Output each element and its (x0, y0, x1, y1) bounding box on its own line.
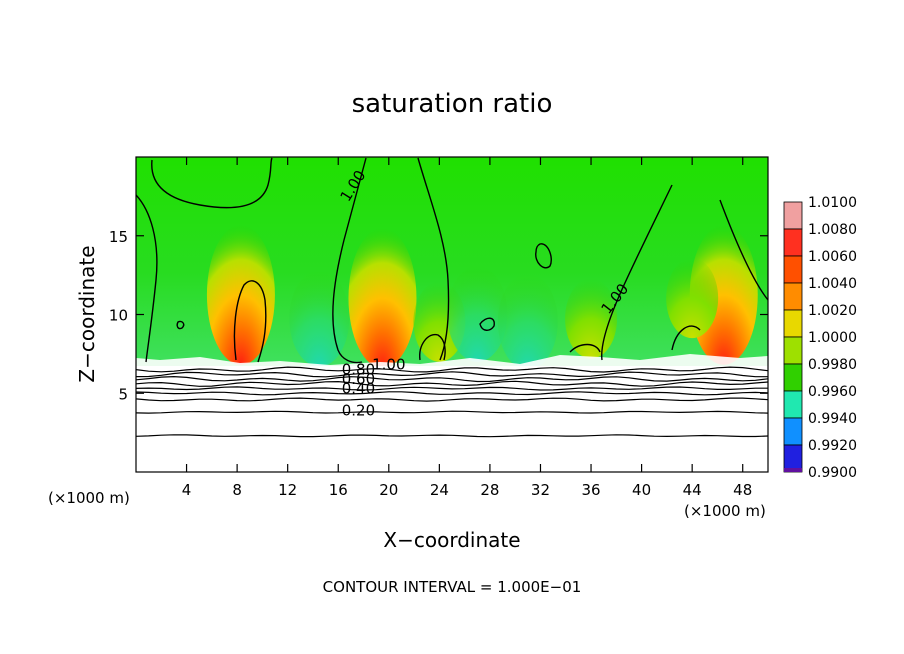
x-unit-left: (×1000 m) (48, 489, 130, 507)
colorbar-label: 0.9980 (808, 357, 857, 373)
layer-contour-8 (136, 434, 768, 438)
layer-contour-3 (136, 380, 768, 387)
colorbar-label: 0.9920 (808, 438, 857, 454)
colorbar-swatch (783, 417, 803, 446)
layer-contour-6 (136, 397, 768, 402)
x-unit-right: (×1000 m) (684, 502, 766, 520)
x-tick-label: 8 (232, 481, 242, 499)
layer-contour-1 (136, 371, 768, 378)
y-tick-label: 15 (109, 228, 128, 246)
colorbar-swatch (783, 390, 803, 419)
colorbar-swatch (783, 363, 803, 392)
layer-contour-2 (136, 375, 768, 383)
hotspot-layer (206, 224, 758, 369)
contour-label: 0.80 (342, 360, 375, 378)
contour-label: 0.60 (342, 370, 375, 388)
subsaturated-region (136, 366, 768, 472)
y-tick-label: 5 (118, 385, 128, 403)
layer-contour-0 (136, 366, 768, 373)
x-tick-label: 24 (430, 481, 449, 499)
chart-title: saturation ratio (352, 89, 553, 119)
colorbar-swatch (783, 309, 803, 338)
colorbar-label: 1.0040 (808, 276, 857, 292)
colorbar-label: 1.0020 (808, 303, 857, 319)
colorbar-label: 1.0080 (808, 222, 857, 238)
x-axis-label: X−coordinate (383, 528, 520, 552)
contour-label: 0.20 (342, 401, 375, 419)
hotspot-1 (206, 224, 275, 365)
colorbar-label: 1.0100 (808, 195, 857, 211)
colorbar-label: 1.0060 (808, 249, 857, 265)
cloud-contours (136, 157, 768, 364)
colorbar-label: 1.0000 (808, 330, 857, 346)
y-axis-label: Z−coordinate (75, 245, 99, 382)
coolspot-0 (289, 270, 350, 367)
y-tick-label: 10 (109, 307, 128, 325)
colorbar-swatch (783, 444, 803, 473)
x-tick-label: 40 (632, 481, 651, 499)
colorbar-swatch-bottom (784, 468, 802, 472)
x-tick-label: 16 (329, 481, 348, 499)
colorbar: 1.0100 1.0080 1.0060 1.0040 1.0020 1.0000 0.99… (783, 195, 857, 481)
layer-contour-7 (136, 410, 768, 414)
x-tick-label: 12 (278, 481, 297, 499)
layer-contour-5 (136, 391, 768, 396)
x-tick-label: 28 (480, 481, 499, 499)
contour-label: 0.40 (342, 379, 375, 397)
coolspot-2 (497, 273, 558, 370)
x-tick-label: 48 (733, 481, 752, 499)
x-tick-label: 36 (581, 481, 600, 499)
colorbar-swatch (783, 336, 803, 365)
colorbar-swatch (783, 228, 803, 257)
x-tick-label: 20 (379, 481, 398, 499)
layer-contour-4 (136, 386, 768, 391)
coolspot-1 (447, 265, 508, 362)
x-tick-label: 4 (182, 481, 192, 499)
colorbar-swatch (783, 201, 803, 230)
hotspot-0 (348, 228, 417, 369)
colorbar-swatch (783, 282, 803, 311)
contour-label: 1.00 (372, 356, 405, 374)
x-tick-label: 44 (683, 481, 702, 499)
cloud-base-edge (136, 354, 768, 368)
layer-contours (136, 366, 768, 438)
colorbar-label: 0.9940 (808, 411, 857, 427)
colorbar-swatch (783, 255, 803, 284)
hotspot-4 (666, 258, 719, 339)
x-axis-ticks: 4 8 12 16 20 24 28 32 36 40 44 48 (182, 157, 752, 499)
colorbar-label: 0.9900 (808, 465, 857, 481)
footer-note: CONTOUR INTERVAL = 1.000E−01 (323, 578, 582, 596)
plot-area (136, 157, 768, 472)
y-axis-ticks: 5 10 15 (109, 228, 768, 403)
colorbar-label: 0.9960 (808, 384, 857, 400)
x-tick-label: 32 (531, 481, 550, 499)
